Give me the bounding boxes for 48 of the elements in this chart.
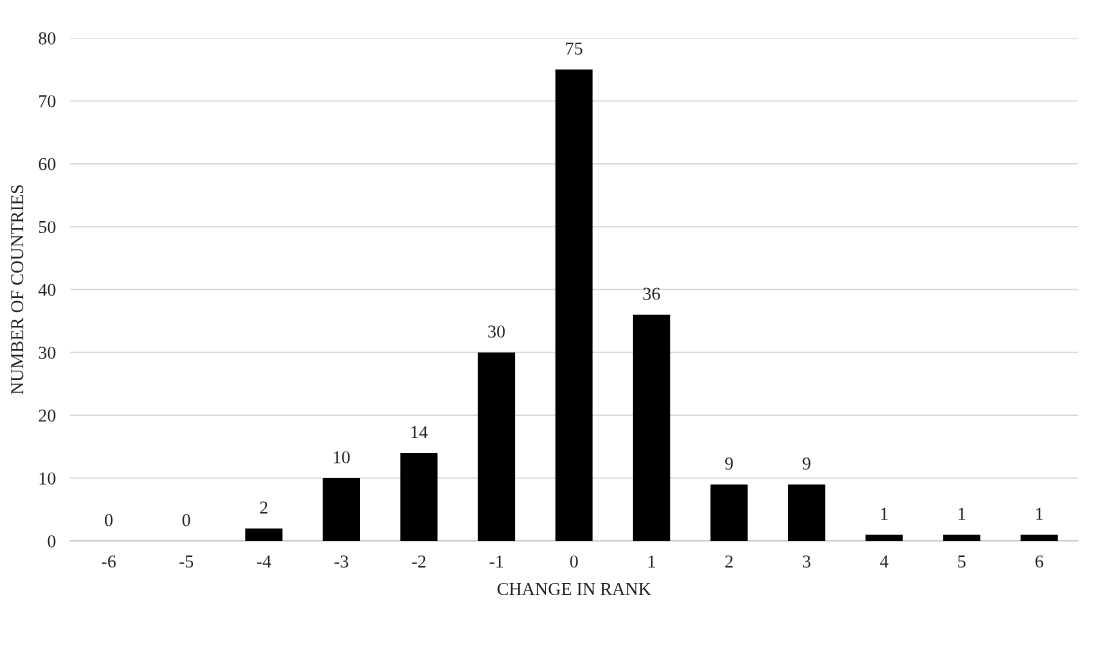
y-tick-label: 20 [38, 409, 56, 422]
x-tick-label: -4 [257, 555, 272, 568]
data-label: 0 [182, 514, 191, 527]
bar [322, 478, 360, 541]
y-tick-label: 60 [38, 158, 56, 171]
bar [400, 452, 438, 541]
y-tick-label: 40 [38, 283, 56, 296]
data-label: 10 [333, 451, 350, 464]
x-tick-label: 3 [802, 555, 811, 568]
data-label: 1 [1036, 507, 1043, 520]
data-label: 14 [411, 426, 428, 439]
bar [710, 484, 748, 541]
data-label: 1 [958, 507, 966, 520]
x-tick-label: 5 [958, 555, 966, 568]
y-tick-label: 0 [47, 535, 56, 548]
x-tick-label: -1 [489, 555, 503, 568]
data-label: 2 [260, 501, 268, 514]
x-tick-label: -2 [412, 555, 426, 568]
bar [943, 534, 981, 541]
data-label: 1 [881, 507, 888, 520]
x-tick-label: -3 [334, 555, 349, 568]
data-label: 36 [643, 287, 661, 300]
x-tick-label: 4 [879, 555, 889, 568]
y-tick-label: 30 [38, 346, 56, 359]
bar [1020, 534, 1058, 541]
bar [632, 314, 671, 541]
x-tick-label: -5 [179, 555, 194, 568]
data-label: 9 [802, 457, 811, 470]
x-tick-label: 2 [725, 555, 733, 568]
y-tick-label: 10 [39, 472, 56, 485]
data-label: 9 [725, 457, 733, 470]
data-label: 0 [104, 514, 113, 527]
x-tick-label: -6 [101, 555, 116, 568]
bar [865, 534, 903, 541]
y-axis-title: NUMBER OF COUNTRIES [11, 185, 24, 395]
bar [245, 528, 283, 541]
x-tick-label: 6 [1035, 555, 1044, 568]
y-tick-label: 80 [38, 32, 56, 45]
y-tick-label: 70 [39, 95, 56, 108]
x-axis-title: CHANGE IN RANK [497, 582, 652, 596]
bar [555, 69, 593, 541]
data-label: 30 [488, 325, 505, 338]
bar [788, 484, 826, 541]
x-tick-label: 0 [570, 555, 578, 568]
y-tick-label: 50 [39, 220, 56, 234]
bar [477, 352, 516, 541]
x-tick-label: 1 [648, 555, 655, 568]
data-label: 75 [566, 42, 583, 55]
